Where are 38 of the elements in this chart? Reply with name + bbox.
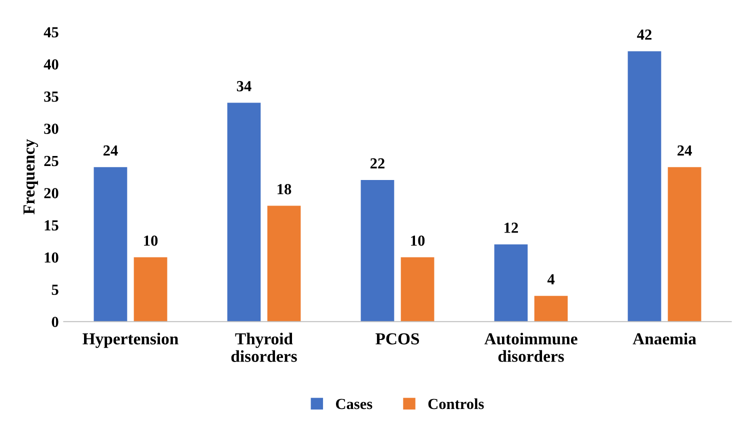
data-label: 34: [236, 81, 252, 92]
data-label: 10: [144, 236, 158, 246]
y-tick-label: 15: [44, 220, 58, 231]
bar: [267, 206, 301, 322]
y-tick-label: 25: [44, 156, 58, 166]
y-tick-label: 20: [44, 188, 58, 198]
data-label: 4: [547, 274, 555, 284]
bar: [400, 257, 434, 322]
y-tick-label: 30: [44, 124, 58, 134]
x-tick-label: Hypertension: [82, 332, 178, 348]
y-tick-label: 40: [44, 59, 58, 70]
data-label: 42: [637, 30, 652, 40]
y-tick-label: 0: [52, 316, 58, 328]
bar: [227, 102, 261, 322]
x-tick-label: Thyroid disorders: [231, 332, 297, 362]
bar: [134, 257, 168, 322]
y-tick-label: 5: [52, 284, 58, 295]
data-label: 18: [278, 184, 292, 194]
x-tick-label: PCOS: [376, 333, 420, 344]
bar: [494, 244, 528, 322]
x-tick-label: Autoimmune disorders: [484, 332, 578, 362]
y-tick-label: 10: [44, 252, 58, 263]
data-label: 12: [504, 222, 518, 233]
data-label: 22: [370, 158, 384, 168]
bar: [534, 296, 568, 322]
data-label: 24: [678, 145, 692, 156]
bar: [94, 167, 128, 322]
bar: [360, 180, 394, 322]
bar: [628, 51, 662, 322]
y-axis-title: Frequency: [24, 139, 38, 214]
legend-label: Controls: [428, 398, 484, 410]
legend-label: Cases: [336, 398, 372, 410]
data-label: 10: [411, 236, 425, 246]
y-tick-label: 45: [44, 27, 58, 38]
bar: [668, 167, 702, 322]
y-tick-label: 35: [44, 92, 58, 102]
x-tick-label: Anaemia: [632, 332, 696, 344]
data-label: 24: [103, 145, 118, 156]
